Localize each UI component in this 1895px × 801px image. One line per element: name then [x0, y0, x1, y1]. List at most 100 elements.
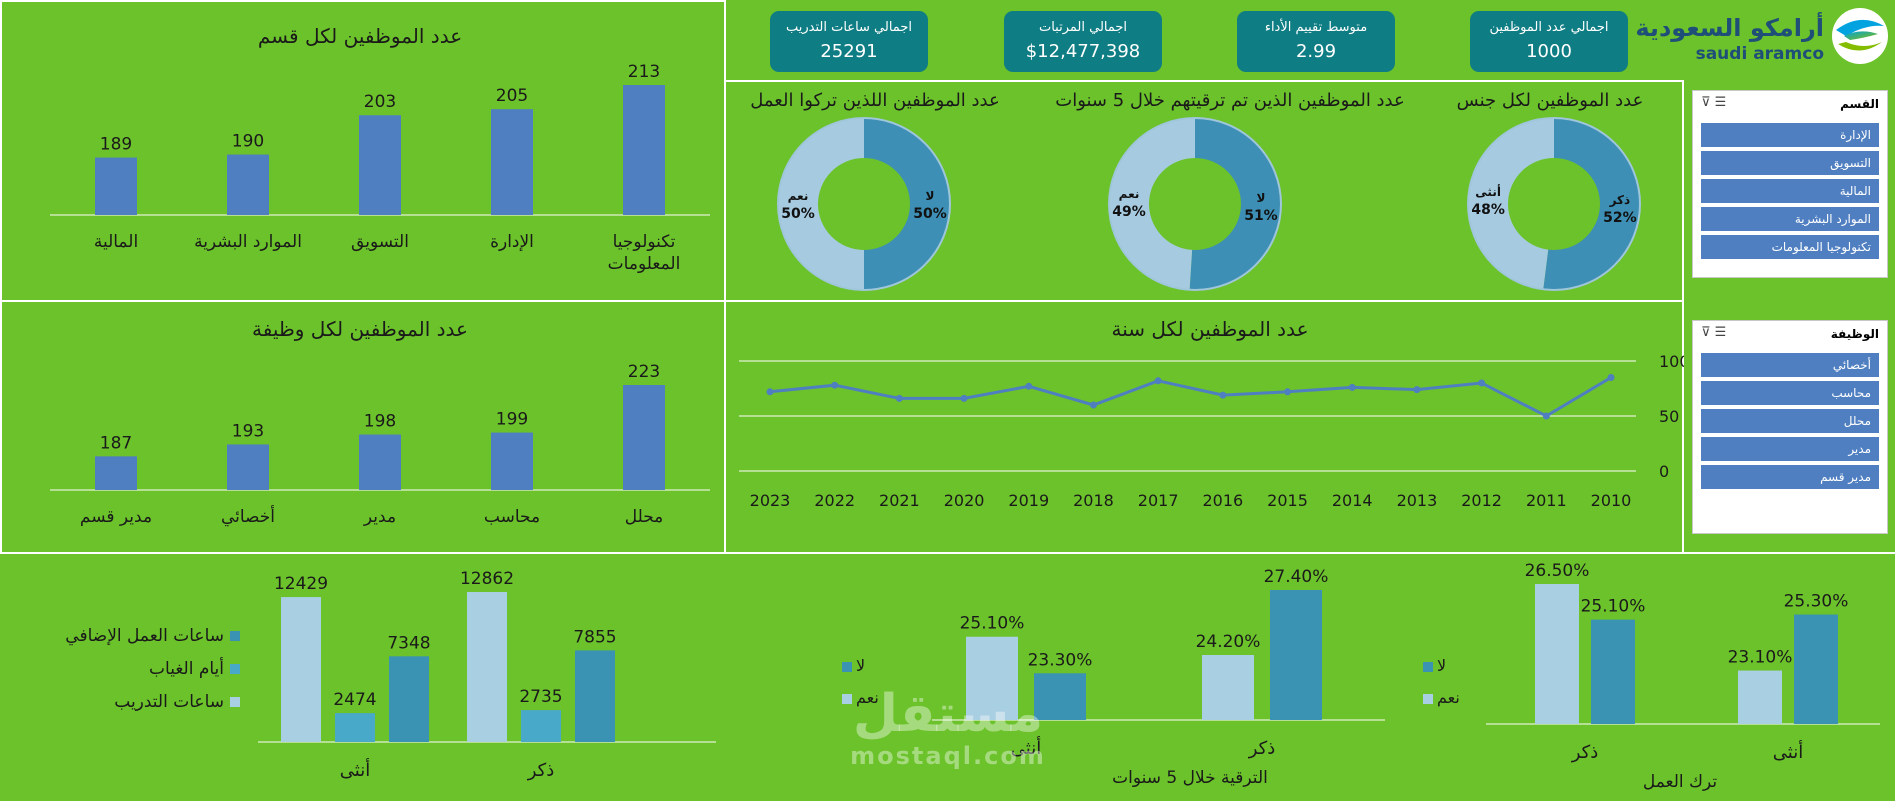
kpi-label: اجمالي عدد الموظفين	[1489, 20, 1609, 35]
slice-value: 49%	[1112, 204, 1146, 220]
bar	[281, 597, 321, 742]
data-label: 24.20%	[1196, 632, 1261, 652]
donut-charts: ذكر 52% أنثى 48% لا 51% نعم 49% لا 50% نعم 50%	[777, 117, 1641, 291]
data-point	[1025, 382, 1033, 390]
data-label: 12429	[274, 574, 328, 594]
data-label: 23.30%	[1028, 650, 1093, 670]
slicer-item[interactable]: محاسب	[1701, 381, 1879, 405]
kpi-total-employees: اجمالي عدد الموظفين 1000	[1470, 11, 1628, 72]
x-tick-label: 2015	[1267, 491, 1308, 510]
data-label: 198	[364, 412, 396, 432]
multi-select-icon[interactable]: ☰	[1714, 95, 1727, 110]
data-label: 27.40%	[1264, 567, 1329, 587]
data-label: 25.10%	[1581, 597, 1646, 617]
data-point	[1219, 391, 1227, 399]
data-point	[766, 388, 774, 396]
category-label: أنثى	[1773, 740, 1803, 763]
bottom-divider	[0, 552, 1895, 554]
category-label: المعلومات	[608, 254, 681, 274]
multi-select-icon[interactable]: ☰	[1714, 325, 1727, 340]
x-tick-label: 2011	[1526, 491, 1567, 510]
slicer-item[interactable]: تكنولوجيا المعلومات	[1701, 235, 1879, 259]
data-label: 190	[232, 132, 264, 152]
slicer-item[interactable]: مدير	[1701, 437, 1879, 461]
slice-label: نعم	[1119, 187, 1140, 201]
data-label: 193	[232, 421, 264, 441]
bar	[335, 713, 375, 742]
bar	[95, 456, 137, 490]
x-tick-label: 2021	[879, 491, 920, 510]
bar	[359, 115, 401, 215]
category-label: مدير قسم	[80, 507, 152, 527]
data-point	[1478, 379, 1486, 387]
data-point	[1089, 401, 1097, 409]
slice-label: لا	[926, 189, 935, 203]
clear-filter-icon[interactable]: ⊽	[1701, 95, 1711, 110]
donut-outline	[1108, 117, 1282, 291]
category-label: التسويق	[351, 232, 409, 252]
donut-slice	[1189, 118, 1281, 290]
dept-chart-title: عدد الموظفين لكل قسم	[257, 24, 463, 48]
x-tick-label: 2018	[1073, 491, 1114, 510]
kpi-label: اجمالي المرتبات	[1038, 20, 1128, 35]
category-label: الموارد البشرية	[194, 232, 302, 252]
bar	[491, 109, 533, 215]
legend-no: لا	[842, 656, 865, 675]
bar	[1270, 590, 1322, 720]
slicer-item[interactable]: الإدارة	[1701, 123, 1879, 147]
slice-value: 48%	[1471, 202, 1505, 218]
x-tick-label: 2023	[750, 491, 791, 510]
legend-no: لا	[1423, 656, 1446, 675]
bar	[227, 444, 269, 490]
slicer-item[interactable]: التسويق	[1701, 151, 1879, 175]
slicer-item[interactable]: الموارد البشرية	[1701, 207, 1879, 231]
data-point	[1348, 383, 1356, 391]
slicer-item[interactable]: أخصائي	[1701, 353, 1879, 377]
bar	[1202, 655, 1254, 720]
bar	[1591, 619, 1635, 724]
slicer-department: القسم ⊽ ☰ الإدارة التسويق المالية الموار…	[1692, 90, 1888, 278]
kpi-label: متوسط تقييم الأداء	[1264, 20, 1368, 35]
clear-filter-icon[interactable]: ⊽	[1701, 325, 1711, 340]
bar	[1738, 670, 1782, 724]
bar	[575, 650, 615, 742]
data-label: 223	[628, 362, 660, 382]
x-tick-label: 2013	[1397, 491, 1438, 510]
bar	[491, 432, 533, 490]
job-bar-chart: 223 محلل 199 محاسب 198 مدير 193 أخصائي 187 مدير ق…	[50, 362, 710, 527]
aramco-logo-icon	[1832, 8, 1888, 64]
data-point	[960, 394, 968, 402]
slice-value: 50%	[781, 206, 815, 222]
data-label: 205	[496, 86, 528, 106]
slicer-title: القسم	[1840, 97, 1879, 111]
kpi-value: $12,477,398	[1025, 41, 1141, 62]
donut-outline	[1467, 117, 1641, 291]
slice-label: نعم	[788, 189, 809, 203]
category-label: ذكر	[527, 760, 555, 781]
legend-training: ساعات التدريب	[114, 692, 240, 712]
x-tick-label: 2016	[1202, 491, 1243, 510]
category-label: الإدارة	[490, 232, 534, 252]
header-divider	[724, 0, 726, 80]
data-label: 12862	[460, 569, 514, 589]
slicer-item[interactable]: مدير قسم	[1701, 465, 1879, 489]
data-label: 25.30%	[1784, 592, 1849, 612]
data-point	[1284, 388, 1292, 396]
slicer-item[interactable]: المالية	[1701, 179, 1879, 203]
donut-slice	[1468, 118, 1555, 290]
category-label: تكنولوجيا	[613, 232, 676, 252]
watermark-arabic: مستقل	[852, 684, 1044, 744]
legend-yes: نعم	[842, 688, 879, 707]
slicer-item[interactable]: محلل	[1701, 409, 1879, 433]
bar	[623, 85, 665, 215]
bar	[95, 157, 137, 215]
bar	[359, 434, 401, 490]
data-label: 7348	[387, 633, 430, 653]
bar	[1034, 673, 1086, 720]
logo-latin: saudi aramco	[1695, 44, 1824, 64]
data-point	[1154, 377, 1162, 385]
aramco-logo: أرامكو السعودية saudi aramco	[1635, 6, 1890, 68]
data-point	[1542, 412, 1550, 420]
category-label: ذكر	[1248, 738, 1276, 759]
category-label: المالية	[94, 232, 138, 252]
